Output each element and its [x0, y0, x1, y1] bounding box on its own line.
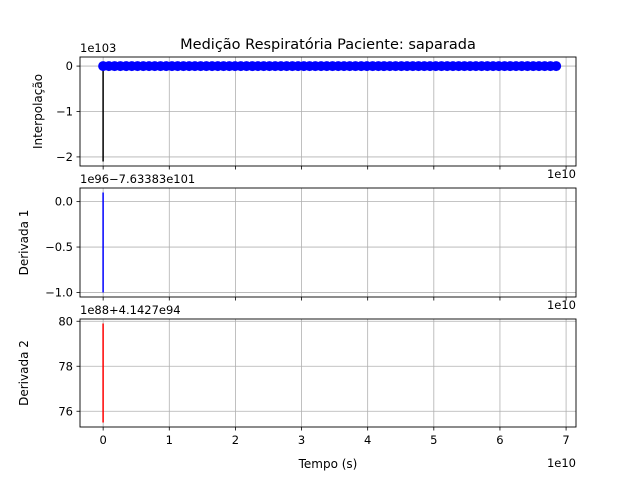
y-offset-text: 1e96−7.63383e101 — [80, 172, 195, 186]
data-point — [551, 61, 562, 72]
series-group — [98, 61, 562, 162]
x-tick-label: 3 — [298, 433, 305, 447]
y-tick-label: 80 — [58, 314, 73, 328]
y-tick-label: 76 — [58, 404, 73, 418]
x-offset-text: 1e10 — [547, 167, 576, 181]
x-tick-label: 4 — [364, 433, 371, 447]
y-offset-text: 1e103 — [80, 41, 116, 55]
x-offset-text: 1e10 — [547, 298, 576, 312]
y-axis-label: Derivada 1 — [17, 210, 31, 276]
y-tick-label: −1 — [56, 105, 73, 119]
x-tick-label: 7 — [562, 433, 569, 447]
x-tick-label: 6 — [496, 433, 503, 447]
y-tick-label: −1.0 — [45, 285, 73, 299]
axes-frame — [79, 187, 577, 298]
subplot-1: 1e10 0 −1 −2 1e103 Interpolação — [31, 41, 577, 181]
y-axis-label: Interpolação — [31, 74, 45, 149]
subplots: 1e100−1−21e103Interpolação1e100.0−0.5−1.… — [17, 41, 577, 470]
x-offset-text: 1e10 — [547, 456, 576, 470]
x-axis-label: Tempo (s) — [298, 457, 358, 471]
subplot-2: 1e10 0.0 −0.5 −1.0 1e96−7.63383e101 Derivada … — [17, 172, 577, 312]
y-tick-label: −2 — [56, 150, 73, 164]
series-line — [102, 65, 557, 162]
y-tick-label: 78 — [58, 359, 73, 373]
y-tick-label: 0.0 — [55, 195, 73, 209]
axes-frame — [79, 318, 577, 428]
subplot-3: 0 1 2 3 4 5 6 7 1e10 76 78 80 1e88+4.1427e94 Derivada… — [17, 303, 577, 470]
x-tick-label: 2 — [232, 433, 239, 447]
x-tick-label: 1 — [166, 433, 173, 447]
chart-title: Medição Respiratória Paciente: saparada — [180, 37, 476, 53]
x-tick-label: 0 — [99, 433, 106, 447]
x-tick-label: 5 — [430, 433, 437, 447]
y-offset-text: 1e88+4.1427e94 — [80, 303, 181, 317]
y-tick-label: −0.5 — [45, 240, 73, 254]
y-axis-label: Derivada 2 — [17, 340, 31, 406]
y-tick-label: 0 — [66, 59, 73, 73]
